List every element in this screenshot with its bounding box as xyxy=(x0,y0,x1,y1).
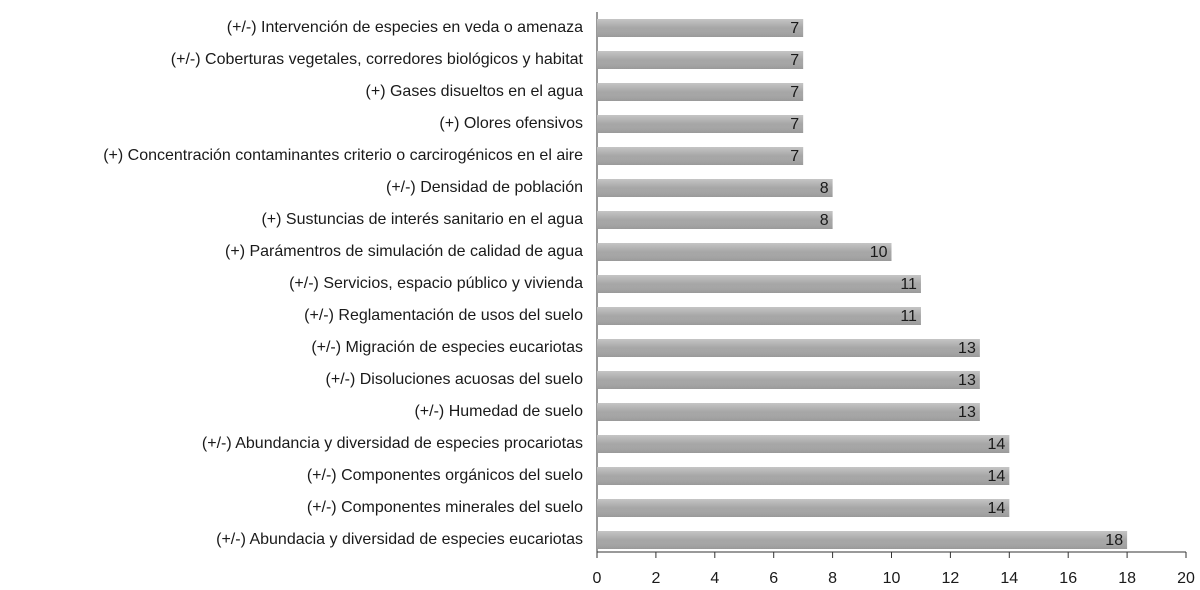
x-tick-label: 4 xyxy=(710,570,719,587)
y-tick-label: (+/-) Servicios, espacio público y vivie… xyxy=(289,275,583,292)
x-tick-label: 10 xyxy=(883,570,901,587)
bar-shade xyxy=(597,179,833,197)
y-tick-label: (+/-) Intervención de especies en veda o… xyxy=(227,19,583,36)
y-tick-label: (+/-) Componentes minerales del suelo xyxy=(307,499,583,516)
value-label: 11 xyxy=(900,308,917,325)
bar-shade xyxy=(597,19,804,37)
bar-shade xyxy=(597,403,980,421)
bar-shade xyxy=(597,371,980,389)
value-label: 13 xyxy=(958,372,976,389)
value-label: 13 xyxy=(958,404,976,421)
x-tick-label: 2 xyxy=(651,570,660,587)
x-tick-label: 8 xyxy=(828,570,837,587)
value-label: 7 xyxy=(790,84,799,101)
x-tick-label: 16 xyxy=(1059,570,1077,587)
x-tick-label: 12 xyxy=(942,570,960,587)
y-tick-label: (+) Gases disueltos en el agua xyxy=(366,83,584,100)
y-tick-label: (+/-) Componentes orgánicos del suelo xyxy=(307,467,583,484)
value-label: 7 xyxy=(790,116,799,133)
bar-shade xyxy=(597,275,921,293)
y-tick-label: (+/-) Migración de especies eucariotas xyxy=(311,339,583,356)
value-label: 14 xyxy=(988,500,1006,517)
value-label: 7 xyxy=(790,20,799,37)
bar-shade xyxy=(597,243,892,261)
y-tick-label: (+/-) Reglamentación de usos del suelo xyxy=(304,307,583,324)
bar-shade xyxy=(597,435,1010,453)
value-label: 13 xyxy=(958,340,976,357)
value-label: 8 xyxy=(820,180,829,197)
value-label: 11 xyxy=(900,276,917,293)
value-label: 8 xyxy=(820,212,829,229)
x-tick-label: 14 xyxy=(1000,570,1018,587)
bar-shade xyxy=(597,531,1128,549)
y-tick-label: (+/-) Humedad de suelo xyxy=(414,403,583,420)
y-tick-label: (+) Olores ofensivos xyxy=(439,115,583,132)
value-label: 18 xyxy=(1105,532,1123,549)
y-tick-label: (+) Concentración contaminantes criterio… xyxy=(103,147,583,164)
x-tick-label: 6 xyxy=(769,570,778,587)
bar-shade xyxy=(597,211,833,229)
bar-shade xyxy=(597,307,921,325)
bar-shade xyxy=(597,339,980,357)
bar-shade xyxy=(597,147,804,165)
x-tick-label: 0 xyxy=(593,570,602,587)
y-tick-label: (+/-) Abundancia y diversidad de especie… xyxy=(202,435,583,452)
value-label: 7 xyxy=(790,148,799,165)
y-tick-label: (+) Parámentros de simulación de calidad… xyxy=(225,243,583,260)
value-label: 10 xyxy=(870,244,888,261)
y-tick-label: (+/-) Abundacia y diversidad de especies… xyxy=(216,531,583,548)
x-tick-label: 18 xyxy=(1118,570,1136,587)
y-tick-label: (+/-) Disoluciones acuosas del suelo xyxy=(326,371,584,388)
bar-shade xyxy=(597,51,804,69)
bar-shade xyxy=(597,467,1010,485)
value-label: 7 xyxy=(790,52,799,69)
bar-shade xyxy=(597,499,1010,517)
bar-shade xyxy=(597,115,804,133)
value-label: 14 xyxy=(988,468,1006,485)
y-tick-label: (+/-) Coberturas vegetales, corredores b… xyxy=(171,51,584,68)
bar-shade xyxy=(597,83,804,101)
value-label: 14 xyxy=(988,436,1006,453)
y-tick-label: (+/-) Densidad de población xyxy=(386,179,583,196)
y-tick-label: (+) Sustuncias de interés sanitario en e… xyxy=(261,211,583,228)
x-tick-label: 20 xyxy=(1177,570,1195,587)
